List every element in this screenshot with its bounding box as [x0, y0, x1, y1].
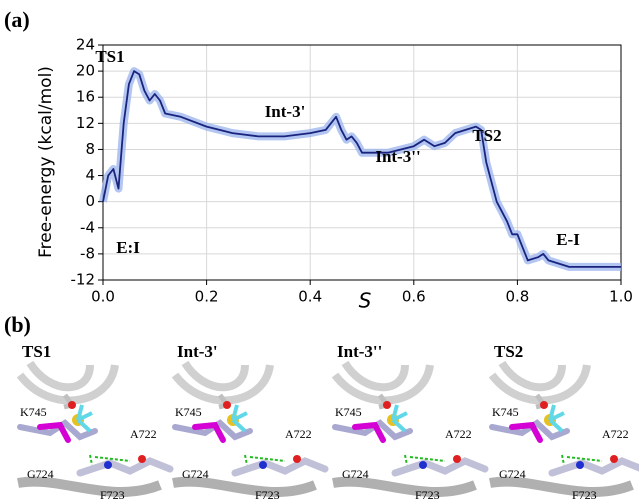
x-tick-label: 0.8 [505, 288, 529, 306]
annotation: Int-3' [265, 102, 306, 121]
stick [395, 461, 485, 473]
y-tick-label: 8 [85, 140, 95, 158]
stick [78, 405, 92, 431]
residue-label: K745 [20, 405, 47, 419]
oxygen [540, 401, 548, 409]
nitrogen [576, 461, 584, 469]
residue-label: F723 [255, 488, 280, 501]
residue-label: K745 [175, 405, 202, 419]
y-tick-label: -12 [71, 271, 96, 289]
residue-label: A722 [285, 427, 312, 441]
y-tick-label: -8 [80, 244, 95, 262]
residue-label: F723 [415, 488, 440, 501]
residue-label: A722 [602, 427, 629, 441]
annotation: TS2 [472, 126, 501, 145]
panel-label: (b) [4, 312, 31, 337]
oxygen [223, 401, 231, 409]
stick [550, 405, 564, 431]
residue-label: F723 [572, 488, 597, 501]
structure-image: K745 A722 G724 F723 [18, 363, 170, 501]
residue-label: G724 [27, 467, 54, 481]
residue-label: G724 [499, 467, 526, 481]
y-tick-label: 16 [76, 88, 95, 106]
panel-title: Int-3'' [337, 342, 382, 361]
x-tick-label: 0.0 [91, 288, 115, 306]
y-tick-label: 12 [76, 114, 95, 132]
x-tick-label: 0.6 [402, 288, 426, 306]
oxygen [383, 401, 391, 409]
x-tick-label: 1.0 [609, 288, 633, 306]
y-tick-label: 20 [76, 62, 95, 80]
y-tick-label: 24 [76, 36, 95, 54]
residue-label: G724 [342, 467, 369, 481]
panel-title: TS2 [494, 342, 523, 361]
panel-title: Int-3' [177, 342, 218, 361]
panel-title: TS1 [22, 342, 51, 361]
error-band [103, 71, 621, 267]
residue-label: G724 [182, 467, 209, 481]
oxygen [293, 455, 301, 463]
nitrogen [259, 461, 267, 469]
residue-label: F723 [100, 488, 125, 501]
nitrogen [419, 461, 427, 469]
residue-label: A722 [130, 427, 157, 441]
structure-image: K745 A722 G724 F723 [490, 363, 639, 501]
y-tick-label: -4 [80, 218, 95, 236]
plot: -12 -8 -4 0 4 8 12 16 20 24 0.0 0.2 0.4 0.6 0.8 1.0 TS1 I… [71, 36, 633, 306]
annotation: TS1 [95, 47, 124, 66]
structure-image: K745 A722 G724 F723 [333, 363, 485, 501]
plot-frame [103, 45, 621, 280]
annotation: E:I [116, 238, 140, 257]
stick [235, 461, 325, 473]
free-energy-line [103, 71, 621, 267]
annotation: Int-3'' [375, 147, 420, 166]
stick [80, 461, 170, 473]
x-axis-label: S [359, 289, 372, 313]
y-axis-label: Free-energy (kcal/mol) [36, 66, 56, 258]
panel-label: (a) [4, 7, 30, 32]
y-tick-label: 4 [85, 166, 95, 184]
residue-label: K745 [335, 405, 362, 419]
oxygen [138, 455, 146, 463]
y-tick-label: 0 [85, 192, 95, 210]
stick [552, 461, 639, 473]
annotation: E-I [556, 230, 580, 249]
figure: (a) Free-energy (kcal/mol) S (b) -12 -8 -4… [0, 0, 639, 501]
nitrogen [104, 461, 112, 469]
ribbon [490, 482, 632, 492]
oxygen [610, 455, 618, 463]
structure-image: K745 A722 G724 F723 [173, 363, 325, 501]
ribbon [18, 482, 160, 492]
x-tick-label: 0.2 [195, 288, 219, 306]
residue-label: A722 [445, 427, 472, 441]
stick [233, 405, 247, 431]
ribbon [173, 482, 315, 492]
ribbon [333, 482, 475, 492]
oxygen [453, 455, 461, 463]
structures: TS1 K745 A722 G724 F723 Int-3' K745 A722 G724 F72… [18, 342, 639, 501]
x-tick-label: 0.4 [298, 288, 322, 306]
stick [393, 405, 407, 431]
residue-label: K745 [492, 405, 519, 419]
oxygen [68, 401, 76, 409]
